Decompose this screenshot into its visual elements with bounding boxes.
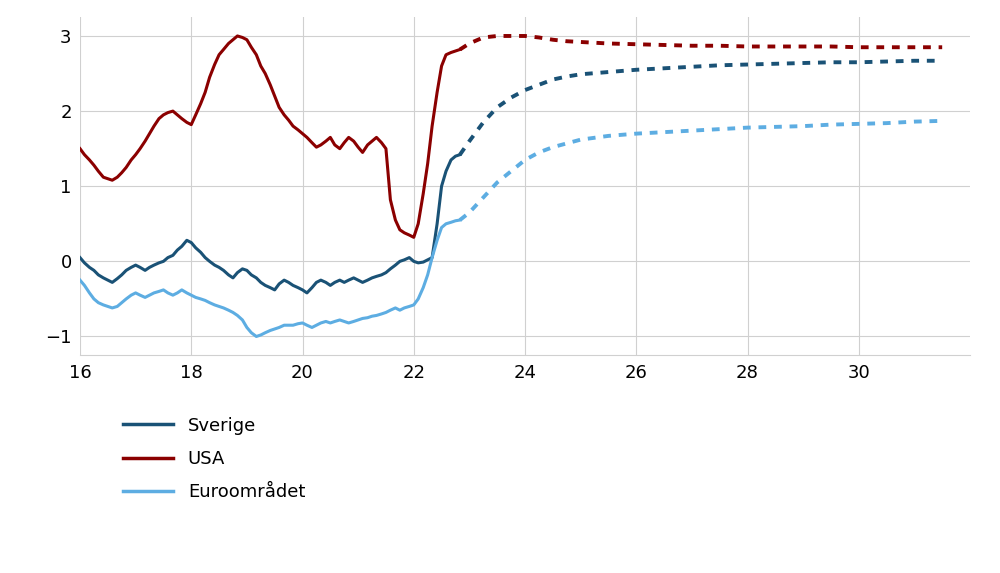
Legend: Sverige, USA, Euroområdet: Sverige, USA, Euroområdet [116,409,312,508]
